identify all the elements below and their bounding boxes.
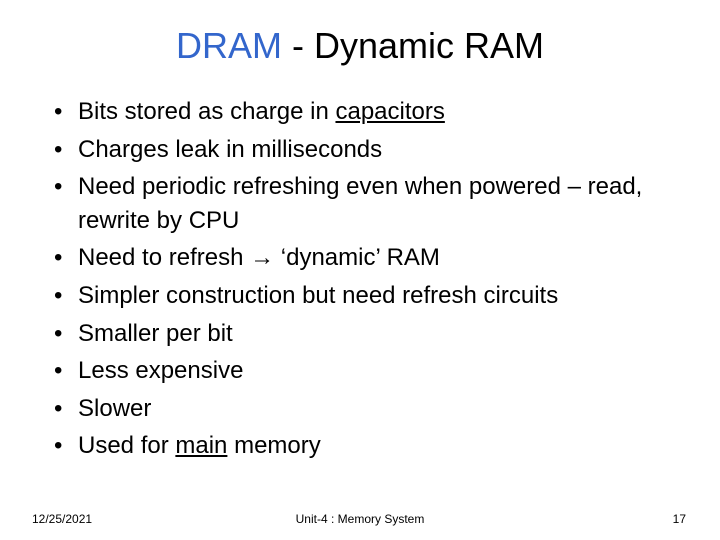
list-item: Used for main memory bbox=[50, 429, 680, 463]
bullet-text-pre: Simpler construction but need refresh ci… bbox=[78, 282, 558, 309]
list-item: Need to refresh → ‘dynamic’ RAM bbox=[50, 241, 680, 275]
footer-center: Unit-4 : Memory System bbox=[0, 512, 720, 526]
bullet-text-post: memory bbox=[227, 432, 320, 459]
list-item: Simpler construction but need refresh ci… bbox=[50, 279, 680, 313]
bullet-text-pre: Need periodic refreshing even when power… bbox=[78, 173, 642, 234]
bullet-text-pre: Charges leak in milliseconds bbox=[78, 136, 382, 163]
list-item: Slower bbox=[50, 392, 680, 426]
bullet-text-pre: Less expensive bbox=[78, 357, 243, 384]
bullet-text-pre: Smaller per bit bbox=[78, 320, 233, 347]
title-accent: DRAM bbox=[176, 25, 282, 66]
list-item: Charges leak in milliseconds bbox=[50, 133, 680, 167]
list-item: Smaller per bit bbox=[50, 317, 680, 351]
footer-page-number: 17 bbox=[673, 512, 686, 526]
title-rest: - Dynamic RAM bbox=[282, 25, 544, 66]
list-item: Need periodic refreshing even when power… bbox=[50, 170, 680, 237]
bullet-text-pre: Used for bbox=[78, 432, 175, 459]
bullet-text-pre: Bits stored as charge in bbox=[78, 98, 335, 125]
list-item: Less expensive bbox=[50, 354, 680, 388]
list-item: Bits stored as charge in capacitors bbox=[50, 95, 680, 129]
bullet-list: Bits stored as charge in capacitors Char… bbox=[40, 95, 680, 463]
bullet-text-pre: Slower bbox=[78, 395, 151, 422]
slide: DRAM - Dynamic RAM Bits stored as charge… bbox=[0, 0, 720, 540]
bullet-text-underline: capacitors bbox=[335, 98, 444, 125]
slide-title: DRAM - Dynamic RAM bbox=[40, 25, 680, 67]
bullet-text-pre: Need to refresh → ‘dynamic’ RAM bbox=[78, 244, 440, 271]
bullet-text-underline: main bbox=[175, 432, 227, 459]
